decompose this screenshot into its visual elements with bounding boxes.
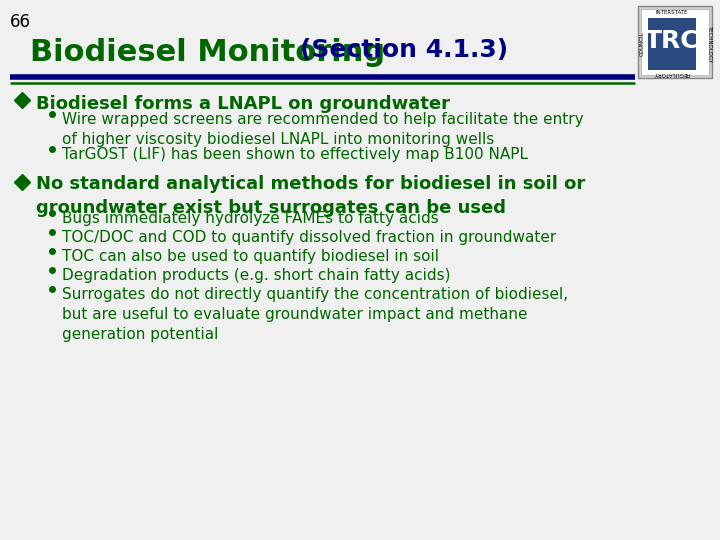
- Text: Surrogates do not directly quantify the concentration of biodiesel,
but are usef: Surrogates do not directly quantify the …: [62, 287, 568, 342]
- FancyBboxPatch shape: [638, 6, 712, 78]
- Text: COUNCIL: COUNCIL: [639, 32, 644, 56]
- Text: Wire wrapped screens are recommended to help facilitate the entry
of higher visc: Wire wrapped screens are recommended to …: [62, 112, 584, 147]
- Text: TECHNOLOGY: TECHNOLOGY: [708, 25, 713, 63]
- Text: Bugs immediately hydrolyze FAMEs to fatty acids: Bugs immediately hydrolyze FAMEs to fatt…: [62, 211, 438, 226]
- Text: TOC/DOC and COD to quantify dissolved fraction in groundwater: TOC/DOC and COD to quantify dissolved fr…: [62, 230, 557, 245]
- Text: Biodiesel forms a LNAPL on groundwater: Biodiesel forms a LNAPL on groundwater: [36, 95, 450, 113]
- Text: TOC can also be used to quantify biodiesel in soil: TOC can also be used to quantify biodies…: [62, 249, 439, 264]
- Text: Degradation products (e.g. short chain fatty acids): Degradation products (e.g. short chain f…: [62, 268, 451, 283]
- FancyBboxPatch shape: [648, 18, 696, 70]
- Text: TRC: TRC: [644, 29, 699, 53]
- FancyBboxPatch shape: [641, 9, 709, 75]
- Text: TarGOST (LIF) has been shown to effectively map B100 NAPL: TarGOST (LIF) has been shown to effectiv…: [62, 147, 528, 162]
- Text: REGULATORY: REGULATORY: [654, 71, 690, 77]
- Text: Biodiesel Monitoring: Biodiesel Monitoring: [30, 38, 385, 67]
- Text: 66: 66: [10, 13, 31, 31]
- Text: (Section 4.1.3): (Section 4.1.3): [300, 38, 508, 62]
- Text: No standard analytical methods for biodiesel in soil or
groundwater exist but su: No standard analytical methods for biodi…: [36, 175, 585, 217]
- Text: INTERSTATE: INTERSTATE: [656, 10, 688, 16]
